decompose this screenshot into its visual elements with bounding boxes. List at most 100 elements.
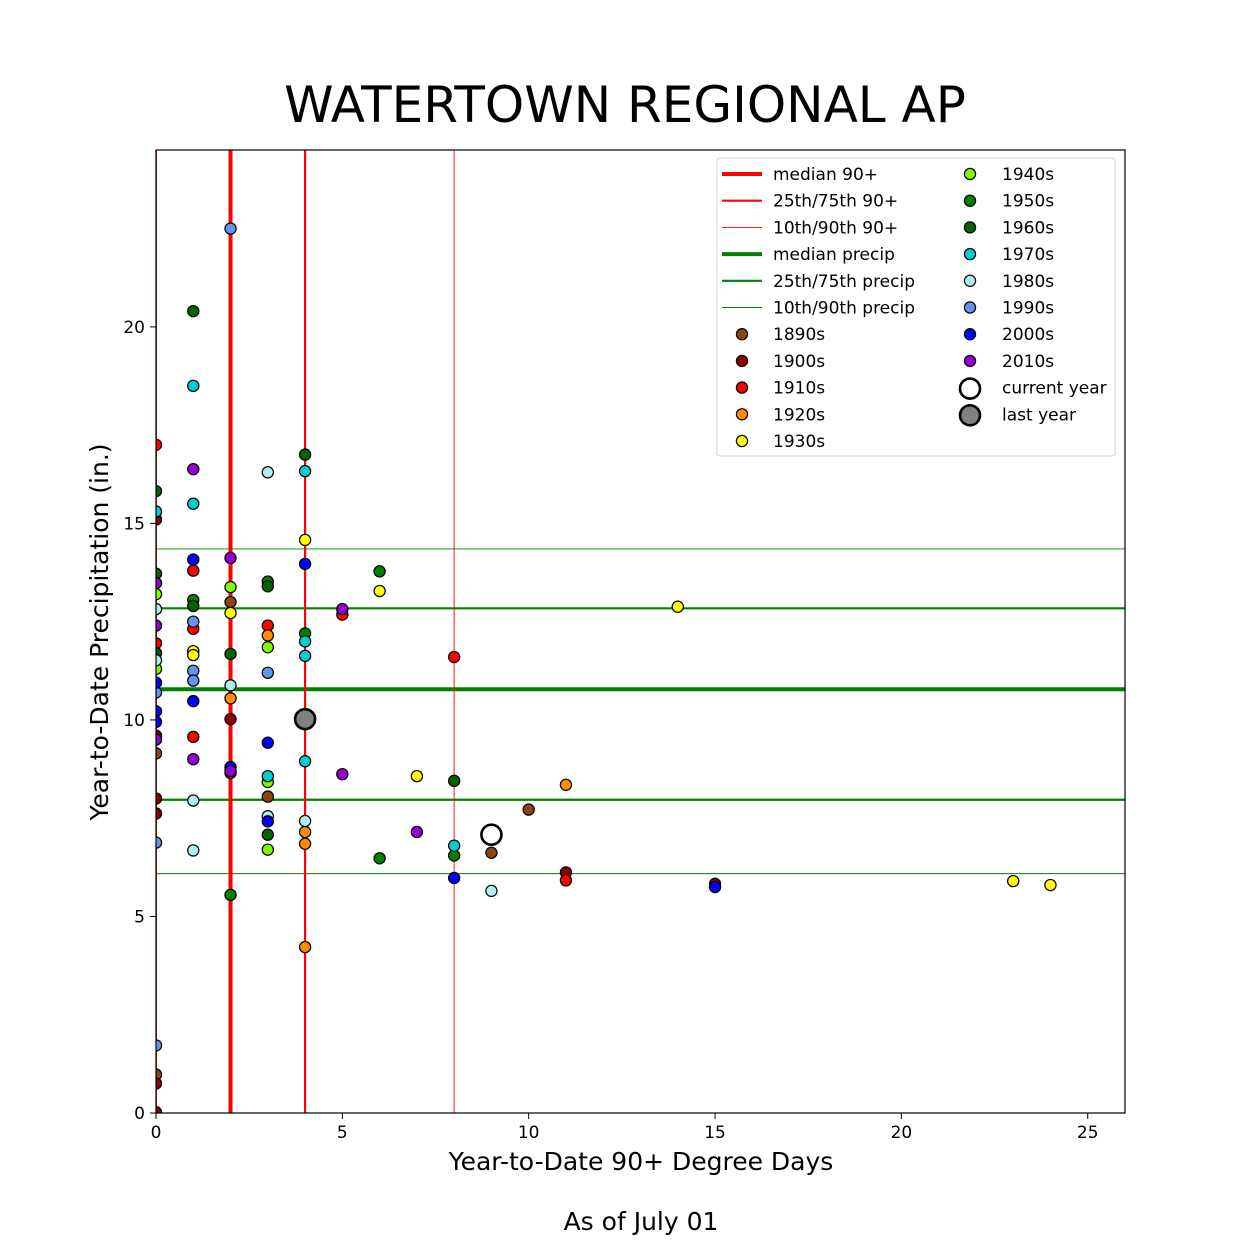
- point-1940s-5: [261, 843, 275, 856]
- legend-label-1970s: 1970s: [1002, 245, 1054, 265]
- legend-label-10th-90th-90-: 10th/90th 90+: [773, 218, 898, 238]
- x-tick-label-25: 25: [1077, 1123, 1099, 1143]
- point-2000s-9: [447, 871, 461, 885]
- legend-marker-1960s: [963, 221, 977, 234]
- x-tick-label-10: 10: [518, 1123, 540, 1143]
- data-points: [156, 222, 1057, 1113]
- point-1890s-6: [522, 803, 535, 816]
- point-2010s-0: [156, 576, 163, 590]
- x-tick-label-0: 0: [151, 1123, 162, 1143]
- legend-label-1900s: 1900s: [773, 352, 825, 372]
- point-1900s-6: [224, 712, 237, 726]
- point-1960s-5: [224, 647, 237, 661]
- point-1890s-0: [156, 1068, 163, 1081]
- point-1970s-6: [298, 649, 312, 663]
- legend-label-1940s: 1940s: [1002, 165, 1054, 185]
- point-2000s-2: [156, 715, 163, 729]
- point-1940s-0: [156, 587, 163, 601]
- y-tick-label-0: 0: [134, 1104, 145, 1124]
- point-1990s-3: [187, 615, 200, 628]
- point-1980s-2: [187, 794, 200, 807]
- point-1890s-1: [156, 747, 163, 760]
- point-1900s-2: [156, 807, 163, 820]
- point-1900s-3: [156, 792, 163, 805]
- point-1890s-2: [224, 595, 237, 609]
- legend-label-25th-75th-90-: 25th/75th 90+: [773, 192, 898, 212]
- point-1920s-3: [298, 837, 312, 850]
- point-2000s-6: [261, 736, 275, 749]
- x-axis-label: Year-to-Date 90+ Degree Days: [448, 1147, 834, 1176]
- point-1990s-5: [187, 674, 200, 687]
- legend-marker-1890s: [735, 328, 749, 341]
- y-tick-label-10: 10: [123, 711, 145, 731]
- x-tick-label-5: 5: [337, 1123, 348, 1143]
- legend-marker-1990s: [963, 301, 977, 314]
- reference-lines: [156, 150, 1125, 1113]
- point-1960s-3: [187, 304, 200, 318]
- point-1910s-4: [187, 730, 200, 744]
- point-1890s-5: [485, 846, 498, 859]
- point-2010s-1: [156, 619, 163, 632]
- legend-label-1960s: 1960s: [1002, 218, 1054, 238]
- legend: median 90+ 25th/75th 90+ 10th/90th 90+ medi…: [716, 157, 1116, 457]
- x-tick-label-15: 15: [704, 1123, 726, 1143]
- point-1950s-1: [224, 888, 237, 902]
- point-1980s-5: [261, 466, 275, 479]
- point-2010s-9: [410, 825, 424, 839]
- point-1920s-5: [559, 778, 573, 791]
- point-1990s-6: [224, 222, 237, 235]
- point-1970s-5: [298, 635, 312, 648]
- point-2000s-8: [298, 557, 312, 571]
- plot-frame: [155, 149, 1126, 1114]
- point-1990s-7: [261, 666, 275, 679]
- point-1940s-2: [224, 580, 237, 594]
- point-1980s-7: [298, 814, 312, 828]
- point-1960s-1: [156, 567, 163, 580]
- point-1970s-3: [261, 769, 275, 783]
- point-last-year: [293, 707, 317, 731]
- y-tick-label-5: 5: [134, 907, 145, 927]
- point-1930s-7: [1006, 874, 1020, 888]
- point-1930s-2: [224, 606, 237, 620]
- as-of-date-label: As of July 01: [564, 1207, 719, 1236]
- point-1970s-1: [187, 379, 200, 393]
- legend-label-1950s: 1950s: [1002, 192, 1054, 212]
- point-2010s-3: [187, 462, 200, 476]
- legend-frame: [716, 157, 1116, 457]
- point-1930s-8: [1044, 878, 1057, 892]
- point-1980s-0: [156, 602, 163, 616]
- point-1970s-4: [298, 464, 312, 478]
- legend-marker-1970s: [963, 247, 977, 261]
- legend-marker-1900s: [735, 354, 749, 368]
- point-2000s-4: [187, 694, 200, 708]
- point-1910s-7: [447, 650, 461, 664]
- legend-marker-1950s: [963, 194, 977, 207]
- legend-marker-1980s: [963, 274, 977, 287]
- y-axis: 0 5 10 15 20: [123, 318, 156, 1124]
- point-2010s-7: [336, 602, 349, 616]
- point-1970s-2: [187, 497, 200, 510]
- legend-marker-current-year: [958, 377, 982, 400]
- point-1980s-3: [187, 844, 200, 857]
- legend-label-1930s: 1930s: [773, 432, 825, 452]
- point-1930s-3: [298, 533, 312, 547]
- point-2000s-7: [261, 815, 275, 828]
- point-1960s-0: [156, 484, 163, 498]
- point-1970s-7: [298, 755, 312, 768]
- chart-title: WATERTOWN REGIONAL AP: [284, 76, 966, 134]
- point-1910s-2: [187, 564, 200, 577]
- point-1920s-4: [298, 940, 312, 954]
- point-1940s-3: [261, 641, 275, 654]
- point-1930s-1: [187, 648, 200, 662]
- legend-label-10th-90th-precip: 10th/90th precip: [773, 299, 915, 319]
- legend-label-1980s: 1980s: [1002, 272, 1054, 292]
- point-2010s-6: [224, 764, 237, 778]
- point-1950s-4: [373, 565, 386, 578]
- point-2000s-1: [156, 705, 163, 718]
- point-2000s-10: [708, 880, 722, 894]
- y-axis-label: Year-to-Date Precipitation (in.): [85, 443, 114, 821]
- legend-label-2000s: 2000s: [1002, 325, 1054, 345]
- legend-marker-2010s: [963, 354, 977, 368]
- point-2010s-4: [187, 753, 200, 766]
